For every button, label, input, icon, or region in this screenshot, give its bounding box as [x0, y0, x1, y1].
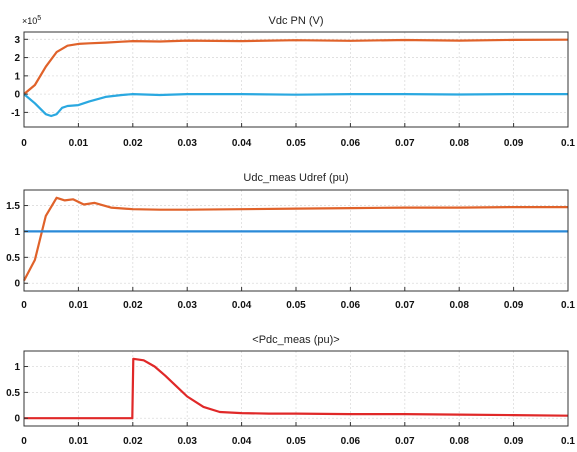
- x-tick-label: 0.05: [286, 436, 306, 447]
- x-tick-label: 0: [21, 436, 27, 447]
- x-tick-label: 0.1: [561, 436, 575, 447]
- x-tick-label: 0.03: [177, 436, 197, 447]
- x-tick-label: 0.01: [69, 300, 89, 311]
- y-tick-label: 1: [14, 71, 20, 82]
- y-tick-label: 0: [14, 279, 20, 290]
- chart-title: Udc_meas Udref (pu): [243, 172, 348, 184]
- y-tick-label: 0: [14, 414, 20, 425]
- x-tick-label: 0.02: [123, 436, 143, 447]
- y-tick-label: 2: [14, 53, 20, 64]
- x-tick-label: 0.01: [69, 138, 89, 149]
- y-tick-label: 1.5: [6, 201, 20, 212]
- chart-title: <Pdc_meas (pu)>: [252, 334, 339, 346]
- y-tick-label: 1: [14, 227, 20, 238]
- x-tick-label: 0.04: [232, 300, 252, 311]
- x-tick-label: 0.1: [561, 138, 575, 149]
- series-line-1: [24, 357, 569, 420]
- series-line-1: [23, 38, 569, 95]
- x-tick-label: 0.01: [69, 436, 89, 447]
- chart-2: 0 0.01 0.02 0.03 0.04 0.05 0.06 0.07 0.08 0.09 0.1…: [6, 172, 575, 311]
- x-tick-label: 0.09: [504, 436, 524, 447]
- x-tick-label: 0: [21, 138, 27, 149]
- x-tick-label: 0.03: [177, 138, 197, 149]
- x-tick-label: 0.07: [395, 436, 415, 447]
- x-tick-label: 0.07: [395, 138, 415, 149]
- y-tick-label: 0: [14, 90, 20, 101]
- chart-title: Vdc PN (V): [268, 15, 323, 27]
- series-line-1: [23, 196, 568, 282]
- x-tick-label: 0.02: [123, 138, 143, 149]
- x-tick-label: 0.06: [341, 436, 361, 447]
- chart-3: 0 0.01 0.02 0.03 0.04 0.05 0.06 0.07 0.08 0.09 0.1…: [6, 334, 575, 447]
- x-tick-label: 0.03: [177, 300, 197, 311]
- x-tick-label: 0.04: [232, 436, 252, 447]
- y-tick-label: 3: [14, 35, 20, 46]
- x-tick-label: 0.06: [341, 300, 361, 311]
- x-tick-label: 0.1: [561, 300, 575, 311]
- x-tick-label: 0.08: [449, 436, 469, 447]
- plot-area: [24, 32, 568, 127]
- x-tick-label: 0.06: [341, 138, 361, 149]
- y-tick-label: -1: [11, 108, 20, 119]
- x-tick-label: 0.08: [449, 300, 469, 311]
- x-tick-label: 0.04: [232, 138, 252, 149]
- x-tick-label: 0.08: [449, 138, 469, 149]
- y-tick-label: 1: [14, 362, 20, 373]
- y-tick-label: 0.5: [6, 388, 20, 399]
- chart-1: 0 0.01 0.02 0.03 0.04 0.05 0.06 0.07 0.08 0.09 0.1…: [11, 15, 575, 149]
- x-tick-label: 0.09: [504, 300, 524, 311]
- x-tick-label: 0.09: [504, 138, 524, 149]
- x-tick-label: 0: [21, 300, 27, 311]
- x-tick-label: 0.05: [286, 138, 306, 149]
- y-tick-label: 0.5: [6, 253, 20, 264]
- series-line-2: [23, 92, 568, 118]
- x-tick-label: 0.02: [123, 300, 143, 311]
- x-tick-label: 0.05: [286, 300, 306, 311]
- x-tick-label: 0.07: [395, 300, 415, 311]
- y-exponent-label: ×105: [22, 15, 41, 26]
